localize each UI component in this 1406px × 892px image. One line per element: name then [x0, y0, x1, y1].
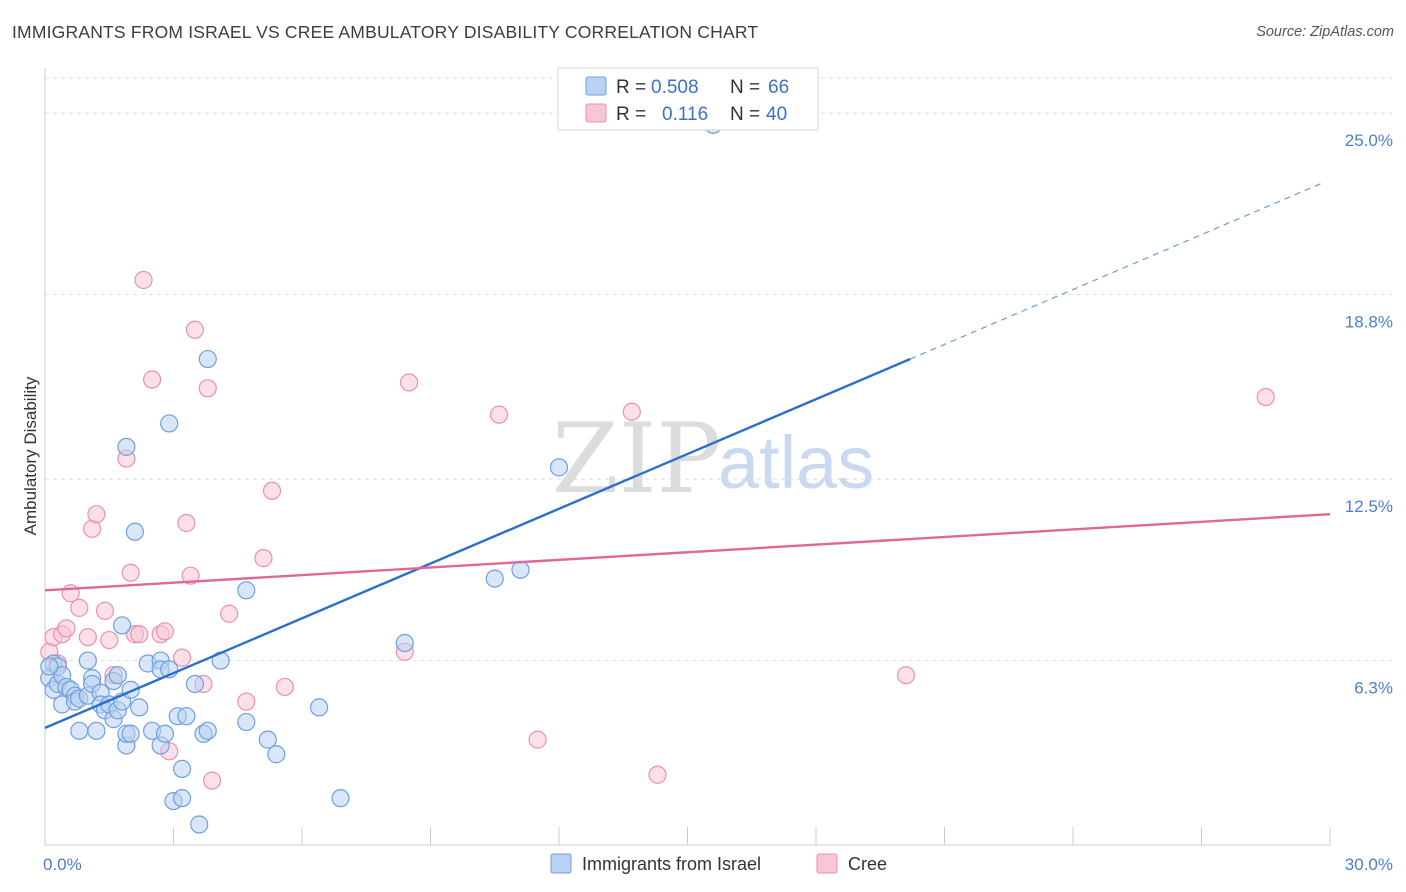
data-point-cree [254, 549, 273, 568]
data-point-israel [237, 581, 256, 600]
source-credit: Source: ZipAtlas.com [1256, 24, 1394, 40]
data-point-cree [528, 730, 547, 749]
data-point-israel [108, 666, 127, 685]
data-point-israel [485, 569, 504, 588]
data-point-cree [181, 566, 200, 585]
data-point-cree [185, 320, 205, 339]
data-point-israel [70, 721, 89, 740]
bottom-legend-swatch-israel [550, 853, 572, 874]
x-tick-label-min: 0.0% [43, 855, 82, 874]
data-point-cree [896, 666, 916, 685]
data-point-cree [648, 765, 667, 784]
data-point-israel [87, 721, 106, 740]
legend-n-label-israel: N = [730, 77, 760, 98]
data-point-cree [220, 604, 239, 623]
series-cree-points [40, 270, 1275, 790]
data-point-israel [198, 349, 217, 369]
y-tick-label: 6.3% [1354, 679, 1393, 698]
correlation-legend: R = 0.508 N = 66 R = 0.116 N = 40 [557, 67, 819, 131]
data-point-cree [177, 513, 196, 533]
data-point-israel [172, 759, 192, 778]
data-point-israel [190, 815, 209, 834]
data-point-israel [549, 458, 569, 477]
data-point-israel [78, 651, 97, 670]
data-point-israel [395, 633, 414, 653]
trend-lines [44, 182, 1331, 730]
data-point-israel [121, 724, 140, 743]
data-point-cree [1256, 387, 1275, 407]
data-point-israel [40, 657, 59, 676]
data-point-israel [160, 414, 179, 433]
data-point-cree [70, 598, 89, 617]
data-point-israel [185, 674, 205, 694]
gridlines [45, 77, 1392, 662]
data-point-israel [310, 698, 329, 717]
y-tick-label: 18.8% [1345, 313, 1393, 332]
y-tick-label: 12.5% [1345, 497, 1393, 516]
data-point-israel [198, 721, 217, 740]
data-point-israel [177, 707, 196, 726]
y-axis-title: Ambulatory Disability [21, 376, 40, 535]
data-point-cree [262, 481, 282, 500]
legend-n-value-cree: 40 [766, 104, 787, 125]
data-point-cree [198, 379, 217, 398]
data-point-israel [125, 522, 145, 541]
data-point-cree [130, 625, 149, 644]
data-point-cree [121, 563, 140, 582]
data-point-cree [87, 505, 106, 524]
data-point-israel [267, 745, 286, 764]
bottom-legend-swatch-cree [816, 853, 838, 874]
bottom-legend-label-cree: Cree [848, 854, 887, 874]
data-point-cree [172, 648, 192, 667]
data-point-israel [258, 730, 277, 749]
chart-title: IMMIGRANTS FROM ISRAEL VS CREE AMBULATOR… [12, 22, 759, 42]
legend-r-value-cree: 0.116 [662, 104, 708, 125]
x-tick-label-max: 30.0% [1345, 855, 1393, 874]
data-point-cree [155, 622, 175, 641]
series-legend: Immigrants from Israel Cree [550, 853, 887, 874]
legend-r-value-israel: 0.508 [651, 77, 699, 98]
data-point-cree [100, 630, 119, 650]
data-point-cree [622, 402, 641, 421]
data-point-israel [112, 616, 132, 635]
legend-n-label-cree: N = [730, 104, 760, 125]
trend-line-israel [44, 357, 911, 730]
legend-swatch-israel [585, 76, 607, 96]
data-point-cree [489, 405, 509, 424]
data-point-cree [399, 373, 419, 392]
data-point-israel [172, 789, 192, 808]
legend-n-value-israel: 66 [768, 77, 789, 98]
data-point-cree [275, 677, 294, 697]
data-point-cree [237, 692, 256, 711]
data-point-cree [95, 601, 115, 620]
legend-r-label-cree: R = [616, 104, 646, 125]
bottom-legend-label-israel: Immigrants from Israel [582, 854, 761, 874]
y-tick-label: 25.0% [1345, 131, 1393, 150]
data-point-israel [130, 698, 149, 717]
data-point-cree [134, 270, 153, 290]
data-point-cree [142, 370, 162, 389]
data-point-cree [57, 619, 76, 638]
legend-swatch-cree [585, 103, 607, 123]
data-point-cree [78, 628, 97, 647]
watermark-zip: ZIP [552, 403, 721, 515]
data-point-israel [331, 789, 350, 808]
series-israel-points [40, 115, 723, 834]
y-tick-labels: 6.3% 12.5% 18.8% 25.0% [1345, 131, 1393, 697]
data-point-israel [155, 724, 175, 743]
data-point-israel [237, 712, 256, 732]
watermark-atlas: atlas [718, 421, 874, 504]
axes [44, 68, 1331, 846]
data-point-cree [202, 771, 222, 790]
legend-r-label-israel: R = [616, 77, 646, 98]
trend-line-israel-extension [909, 182, 1322, 360]
data-point-israel [117, 437, 136, 456]
trend-line-cree [44, 512, 1331, 592]
data-point-israel [511, 560, 530, 579]
x-tick-labels: 0.0% 30.0% [43, 855, 1393, 874]
